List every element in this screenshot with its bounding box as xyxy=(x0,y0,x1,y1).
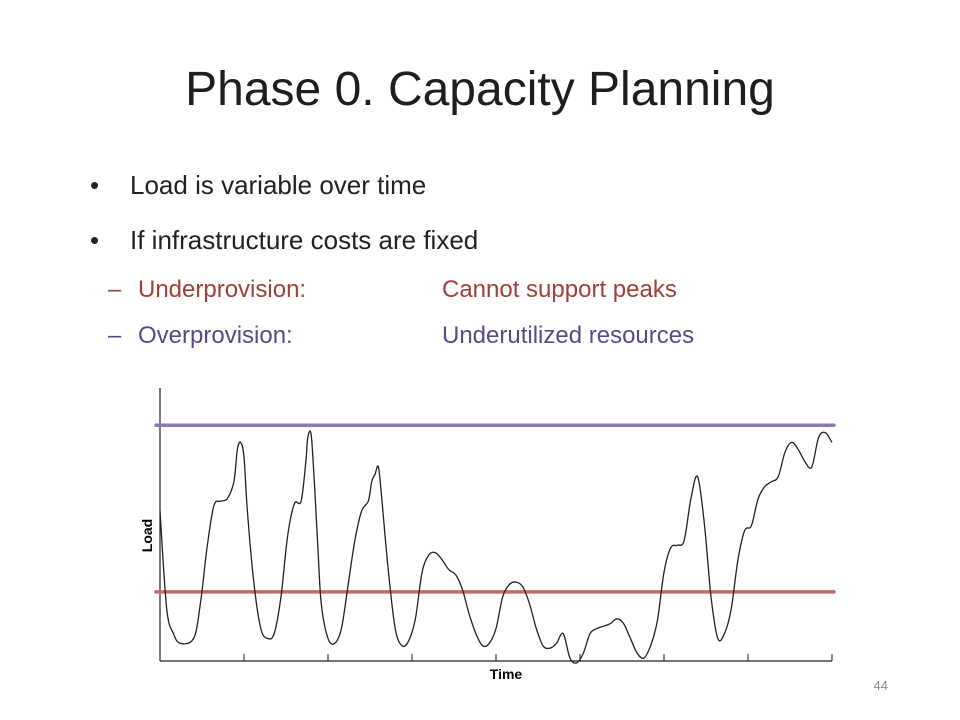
bullet-item: • Load is variable over time xyxy=(90,168,478,223)
sub-bullet-label: Overprovision: xyxy=(138,322,293,349)
bullet-text: Load is variable over time xyxy=(130,170,427,200)
bullet-dot-icon: • xyxy=(90,170,100,200)
load-chart: Time Load xyxy=(140,388,836,682)
page-number: 44 xyxy=(873,678,888,693)
bullet-item: • If infrastructure costs are fixed xyxy=(90,223,478,278)
sub-bullet-label: Underprovision: xyxy=(138,276,307,303)
bullet-text: If infrastructure costs are fixed xyxy=(130,225,479,255)
load-series-line xyxy=(159,430,833,664)
sub-bullet-value: Underutilized resources xyxy=(442,322,695,349)
dash-icon: – xyxy=(108,322,122,349)
y-axis-label: Load xyxy=(140,519,155,552)
dash-icon: – xyxy=(108,276,122,303)
bullet-dot-icon: • xyxy=(90,225,100,255)
sub-bullet-value: Cannot support peaks xyxy=(442,276,677,303)
bullet-list: • Load is variable over time • If infras… xyxy=(90,168,478,278)
x-axis-label: Time xyxy=(490,666,523,682)
slide-title: Phase 0. Capacity Planning xyxy=(185,63,775,116)
